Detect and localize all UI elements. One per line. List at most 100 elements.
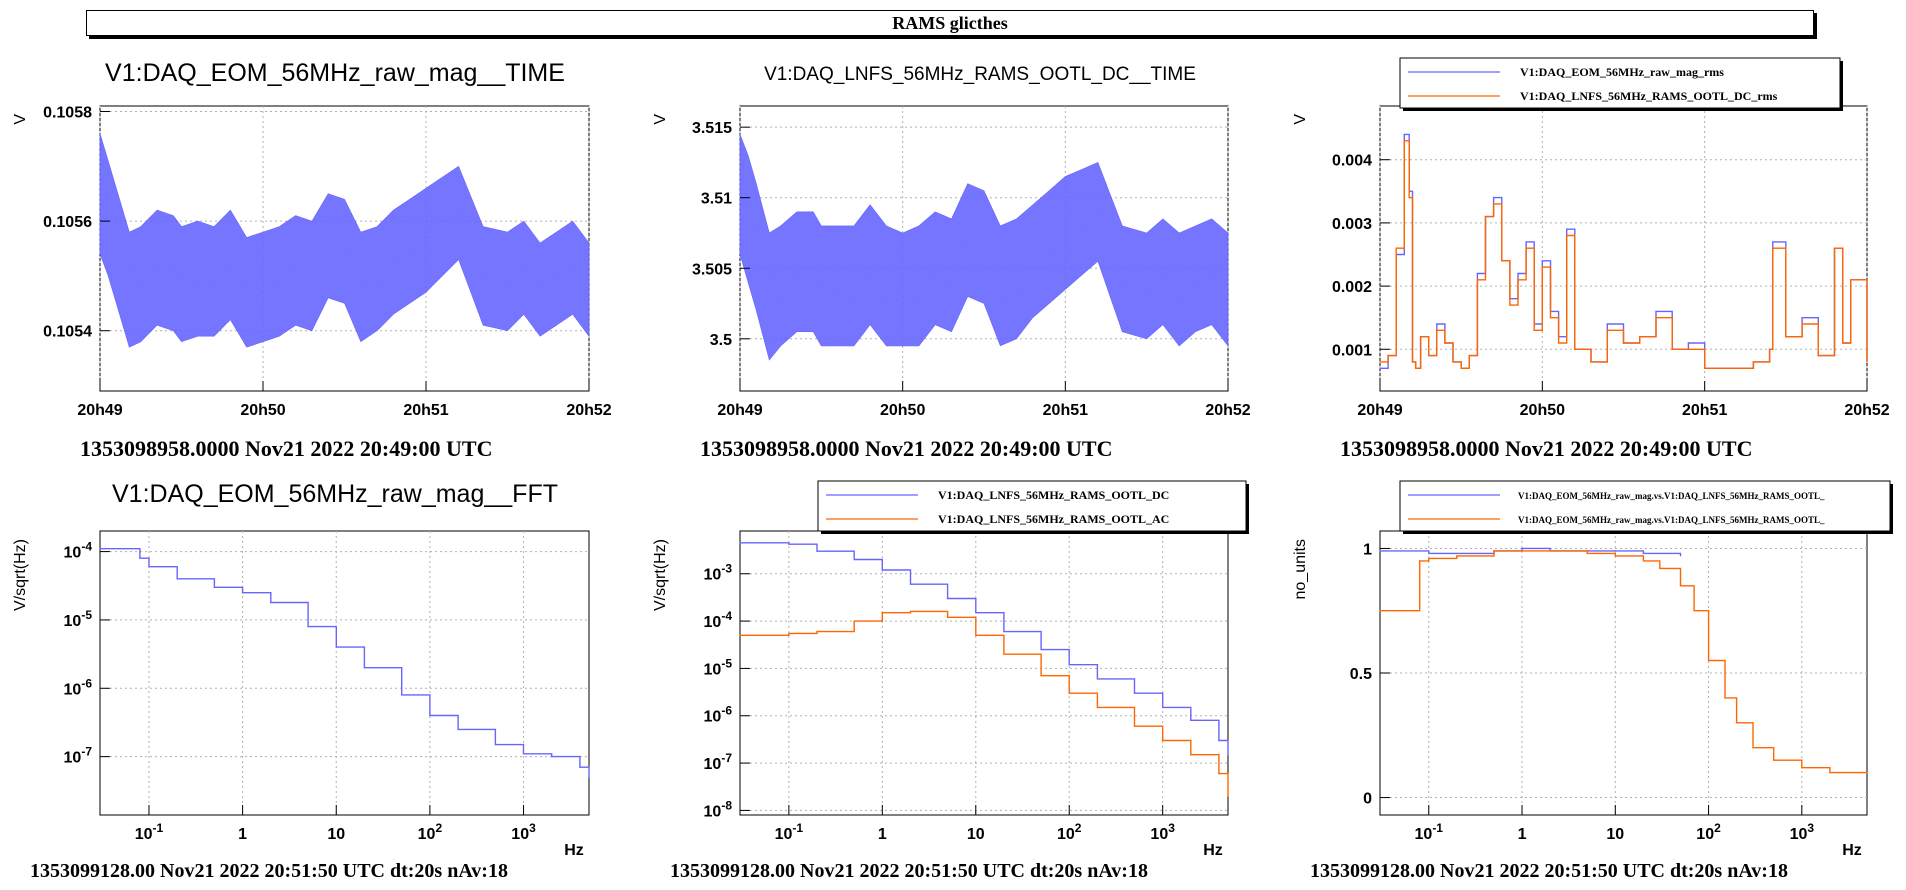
data-point [796, 275, 797, 276]
x-tick-label: 1 [1518, 826, 1527, 843]
data-point [975, 612, 976, 613]
data-point [886, 296, 887, 297]
legend-entry: V1:DAQ_EOM_56MHz_raw_mag.vs.V1:DAQ_LNFS_… [1518, 515, 1825, 525]
data-point [1404, 134, 1405, 135]
data-point [1097, 707, 1098, 708]
data-point [821, 282, 822, 283]
data-point [1162, 275, 1163, 276]
data-point [1379, 368, 1380, 369]
data-point [197, 281, 198, 282]
data-point [1607, 323, 1608, 324]
y-tick-label: 0.5 [1350, 666, 1372, 683]
data-point [951, 282, 952, 283]
data-point [1477, 273, 1478, 274]
data-point [1655, 311, 1656, 312]
data-point [588, 286, 589, 287]
data-point [1456, 555, 1457, 556]
chart-p1: 20h49 20h50 20h51 20h520.10540.10560.1058VV… [12, 59, 612, 461]
y-axis-label: no_units [1292, 539, 1309, 600]
data-point [756, 225, 757, 226]
data-point [739, 542, 740, 543]
data-point [99, 548, 100, 549]
data-point [1501, 260, 1502, 261]
data-point [279, 286, 280, 287]
data-point [1379, 361, 1380, 362]
data-point [1680, 555, 1681, 556]
data-point [1688, 342, 1689, 343]
data-point [1550, 550, 1551, 551]
data-point [1097, 678, 1098, 679]
y-tick-label: 10-5 [704, 656, 733, 678]
x-tick-label: 10 [967, 826, 985, 843]
chart-title: V1:DAQ_EOM_56MHz_raw_mag__TIME [105, 59, 565, 87]
data-point [760, 542, 761, 543]
data-point [308, 626, 309, 627]
x-tick-label: 20h51 [403, 402, 448, 419]
x-tick-label: 10 [1606, 826, 1624, 843]
chart-title: V1:DAQ_LNFS_56MHz_RAMS_OOTL_DC__TIME [764, 64, 1196, 85]
data-point [360, 286, 361, 287]
data-point [1802, 323, 1803, 324]
x-axis-label: Hz [1842, 842, 1862, 859]
data-point [1829, 772, 1830, 773]
data-point [1773, 760, 1774, 761]
x-tick-label: 20h51 [1043, 402, 1088, 419]
x-tick-label: 102 [1696, 821, 1721, 843]
data-point [1097, 211, 1098, 212]
chart-title: V1:DAQ_EOM_56MHz_raw_mag__FFT [112, 480, 558, 508]
data-point [918, 296, 919, 297]
data-point [935, 275, 936, 276]
data-point [947, 598, 948, 599]
data-point [1509, 305, 1510, 306]
chart-p2: 20h49 20h50 20h51 20h52 3.5 3.505 3.51 3.515 V V1… [652, 64, 1251, 461]
y-tick-label: 0.003 [1332, 216, 1372, 233]
data-point [1032, 268, 1033, 269]
data-point [1477, 279, 1478, 280]
y-tick-label: 10-8 [704, 798, 733, 820]
legend-entry: V1:DAQ_LNFS_56MHz_RAMS_OOTL_DC_rms [1520, 89, 1778, 103]
x-tick-label: 1 [878, 826, 887, 843]
x-tick-label: 102 [1057, 821, 1082, 843]
data-point [230, 264, 231, 265]
y-tick-label: 10-3 [704, 562, 733, 584]
data-point [1016, 289, 1017, 290]
x-axis-label: Hz [564, 842, 584, 859]
data-point [788, 633, 789, 634]
chart-footer: 1353098958.0000 Nov21 2022 20:49:00 UTC [80, 436, 493, 461]
data-point [1456, 553, 1457, 554]
data-point [1041, 649, 1042, 650]
data-point [556, 275, 557, 276]
y-axis-label: V [1292, 114, 1309, 125]
data-point [983, 254, 984, 255]
data-point [1412, 361, 1413, 362]
y-tick-label: 10-7 [704, 751, 733, 773]
data-point [177, 578, 178, 579]
chart-p6: 10-1 1 10 102 10300.51no_unitsHz1353099128.0… [1292, 481, 1893, 882]
data-point [910, 584, 911, 585]
x-tick-label: 20h49 [77, 402, 122, 419]
data-point [393, 259, 394, 260]
data-point [947, 617, 948, 618]
data-point [1190, 720, 1191, 721]
data-point [853, 296, 854, 297]
data-point [1772, 241, 1773, 242]
data-point [1724, 697, 1725, 698]
data-point [739, 190, 740, 191]
data-point [483, 275, 484, 276]
data-point [1211, 275, 1212, 276]
data-point [1615, 550, 1616, 551]
data-point [1428, 355, 1429, 356]
data-point [1444, 342, 1445, 343]
data-point [1162, 740, 1163, 741]
data-point [1493, 550, 1494, 551]
data-point [780, 296, 781, 297]
data-point [140, 286, 141, 287]
data-point [739, 635, 740, 636]
data-point [1542, 267, 1543, 268]
data-point [1643, 560, 1644, 561]
data-point [262, 292, 263, 293]
data-point [1801, 767, 1802, 768]
y-axis-label: V [12, 114, 29, 125]
data-point [1643, 553, 1644, 554]
legend-entry: V1:DAQ_LNFS_56MHz_RAMS_OOTL_DC [938, 488, 1169, 502]
